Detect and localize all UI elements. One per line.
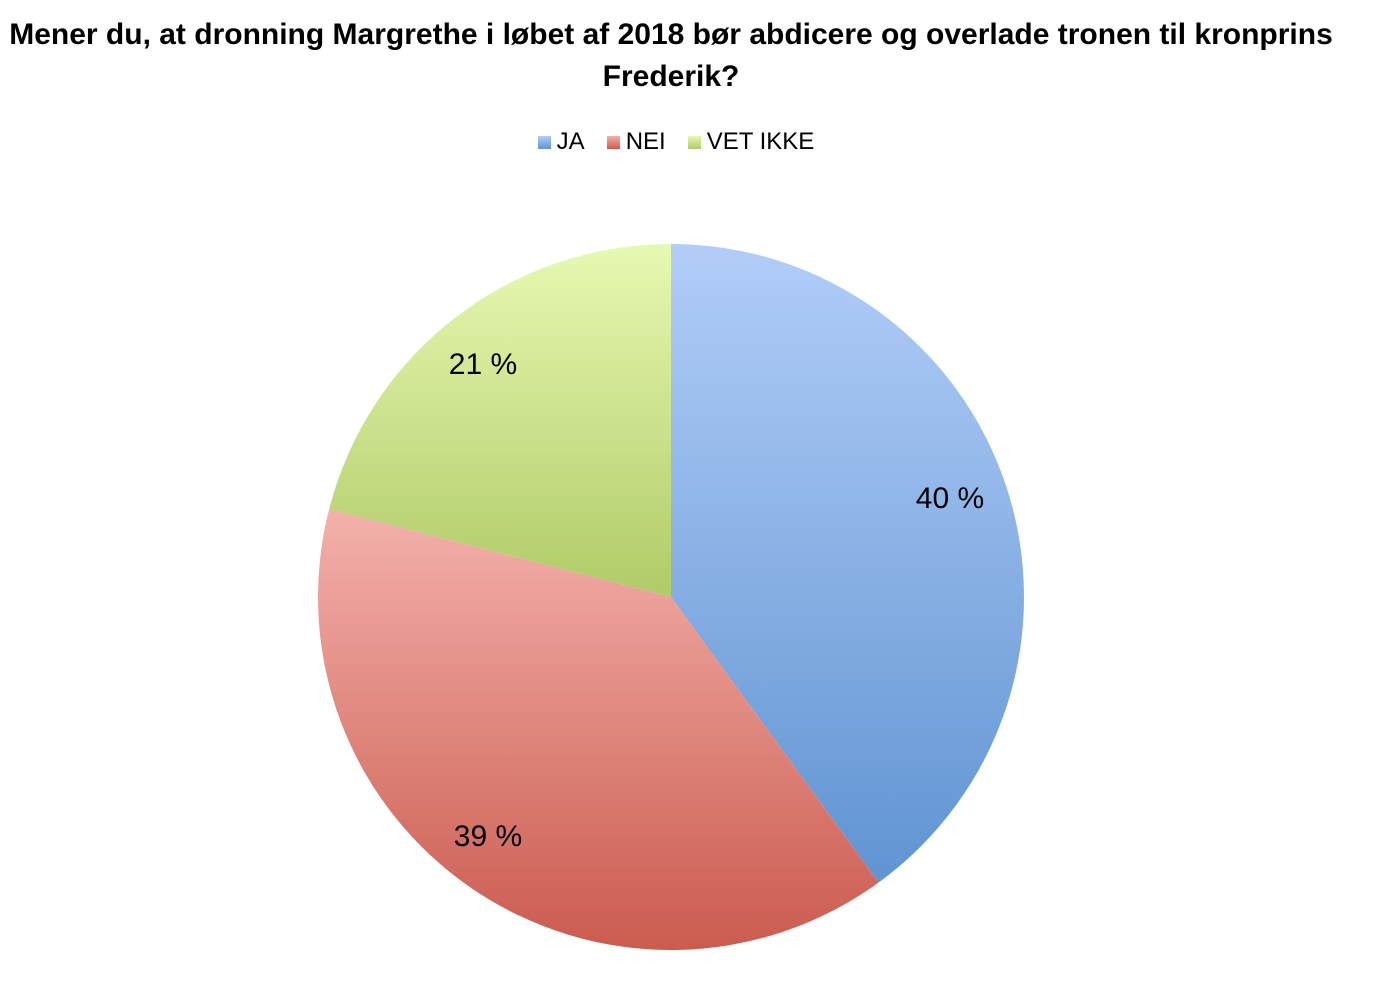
legend-swatch <box>606 135 620 149</box>
pie-slice-ja <box>671 244 1024 883</box>
legend-item: NEI <box>606 128 666 156</box>
legend-item: VET IKKE <box>687 128 815 156</box>
pie-slice-nei <box>318 509 879 950</box>
legend-swatch <box>687 135 701 149</box>
legend-label: VET IKKE <box>706 128 815 155</box>
data-label: 39 % <box>454 820 522 853</box>
legend-swatch <box>537 135 551 149</box>
legend-item: JA <box>537 128 585 156</box>
legend-label: NEI <box>625 128 666 155</box>
data-label: 40 % <box>916 482 984 515</box>
chart-title: Mener du, at dronning Margrethe i løbet … <box>9 18 1333 93</box>
data-label: 21 % <box>449 348 517 381</box>
legend-label: JA <box>556 128 585 155</box>
pie-slice-vet-ikke <box>329 244 671 597</box>
legend: JA NEI VET IKKE <box>0 128 1352 156</box>
